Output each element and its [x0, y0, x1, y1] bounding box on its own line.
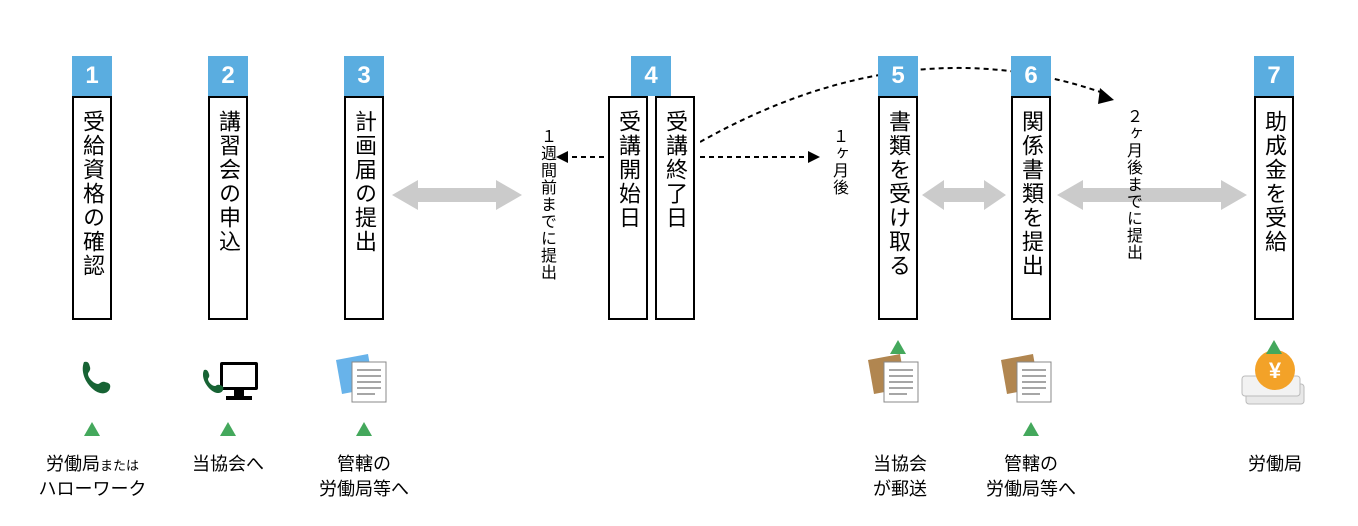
step-badge-5: 5: [878, 56, 918, 96]
step-1-arrow-icon: [84, 422, 100, 436]
step-box-2: 講習会の申込: [208, 96, 248, 320]
step-badge-1: 1: [72, 56, 112, 96]
doc-brown-icon-6: [995, 350, 1059, 406]
doc-blue-icon: [330, 350, 394, 406]
step-1-caption: 労働局またはハローワーク: [30, 452, 155, 502]
step-2-arrow-icon: [220, 422, 236, 436]
timing-label-3: ２ヶ月後までに提出: [1120, 108, 1144, 261]
step-5-arrow-icon: [890, 340, 906, 354]
step-5-caption: 当協会が郵送: [840, 452, 960, 502]
step-box-3: 計画届の提出: [344, 96, 384, 320]
step-2-caption: 当協会へ: [178, 452, 278, 477]
step-7-caption: 労働局: [1220, 452, 1330, 477]
step-box-5: 書類を受け取る: [878, 96, 918, 320]
step-box-7: 助成金を受給: [1254, 96, 1294, 320]
phone-monitor-icon: [198, 358, 260, 408]
step-box-1: 受給資格の確認: [72, 96, 112, 320]
step-3-caption: 管轄の労働局等へ: [304, 452, 424, 502]
svg-text:¥: ¥: [1269, 358, 1282, 383]
step-box-4b: 受講終了日: [655, 96, 695, 320]
doc-brown-icon-5: [862, 350, 926, 406]
money-icon: ¥: [1236, 348, 1314, 410]
double-arrow-5-6-icon: [922, 178, 1006, 212]
step-box-4a: 受講開始日: [608, 96, 648, 320]
step-badge-4: 4: [631, 56, 671, 96]
step-badge-2: 2: [208, 56, 248, 96]
dash-arrow-left-icon: [556, 150, 604, 164]
timing-label-1: １週間前までに提出: [534, 128, 558, 281]
phone-icon: [74, 358, 114, 398]
step-3-arrow-icon: [356, 422, 372, 436]
step-badge-7: 7: [1254, 56, 1294, 96]
step-6-caption: 管轄の労働局等へ: [971, 452, 1091, 502]
step-6-arrow-icon: [1023, 422, 1039, 436]
step-badge-3: 3: [344, 56, 384, 96]
step-7-arrow-icon: [1266, 340, 1282, 354]
double-arrow-3-4-icon: [392, 178, 522, 212]
double-arrow-6-7-icon: [1057, 178, 1247, 212]
step-badge-6: 6: [1011, 56, 1051, 96]
step-box-6: 関係書類を提出: [1011, 96, 1051, 320]
